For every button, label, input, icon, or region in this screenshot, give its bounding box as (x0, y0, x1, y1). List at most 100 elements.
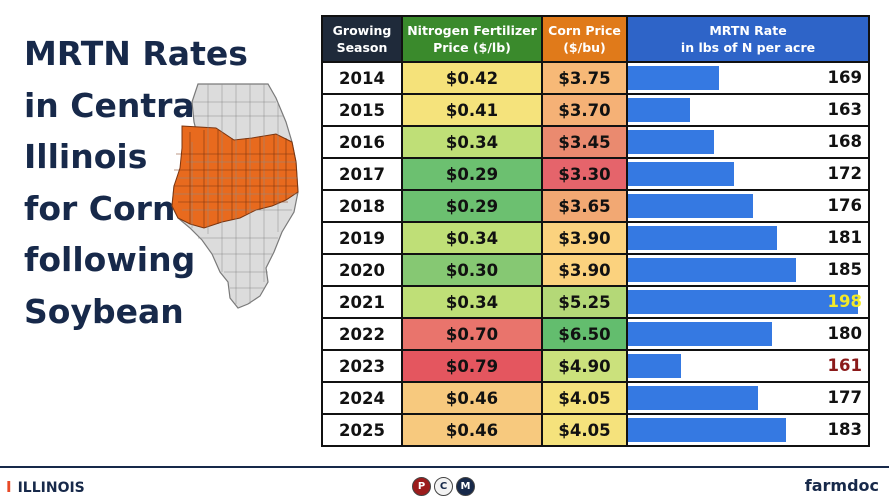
corn-price-cell: $4.05 (541, 413, 628, 447)
fertilizer-price-cell: $0.29 (401, 157, 543, 191)
table-row: 2025 $0.46 $4.05 183 (321, 413, 870, 447)
season-cell: 2020 (321, 253, 403, 287)
mrtn-rate-bar (628, 130, 715, 154)
header-rate-line-1: MRTN Rate (709, 23, 787, 38)
season-cell: 2022 (321, 317, 403, 351)
mrtn-rate-value: 172 (827, 164, 862, 183)
table-row: 2018 $0.29 $3.65 176 (321, 189, 870, 223)
mrtn-rate-value: 185 (827, 260, 862, 279)
corn-price-cell: $4.05 (541, 381, 628, 415)
fertilizer-price-cell: $0.41 (401, 93, 543, 127)
mrtn-rate-bar (628, 66, 720, 90)
title-line-5: following (24, 240, 196, 279)
header-corn-price: Corn Price ($/bu) (541, 15, 628, 63)
table-row: 2024 $0.46 $4.05 177 (321, 381, 870, 415)
pcm-m-badge: M (456, 477, 475, 496)
fertilizer-price-cell: $0.34 (401, 221, 543, 255)
pcm-c-badge: C (434, 477, 453, 496)
season-cell: 2015 (321, 93, 403, 127)
fertilizer-price-cell: $0.70 (401, 317, 543, 351)
mrtn-rate-value: 183 (827, 420, 862, 439)
illinois-logo: I ILLINOIS (6, 478, 85, 496)
corn-price-cell: $3.45 (541, 125, 628, 159)
corn-price-cell: $3.65 (541, 189, 628, 223)
header-corn-line-1: Corn Price (548, 23, 621, 38)
season-cell: 2017 (321, 157, 403, 191)
header-season-line-2: Season (336, 40, 388, 55)
mrtn-rate-cell: 181 (626, 221, 870, 255)
mrtn-rate-bar (628, 194, 753, 218)
mrtn-rate-cell: 169 (626, 61, 870, 95)
corn-price-cell: $3.70 (541, 93, 628, 127)
season-cell: 2018 (321, 189, 403, 223)
mrtn-rate-cell: 168 (626, 125, 870, 159)
mrtn-rate-cell: 172 (626, 157, 870, 191)
header-fertilizer-price: Nitrogen Fertilizer Price ($/lb) (401, 15, 543, 63)
mrtn-rate-bar (628, 258, 796, 282)
page-title: MRTN Rates in Central Illinois for Corn … (24, 28, 248, 337)
mrtn-rate-bar (628, 162, 734, 186)
table-row: 2023 $0.79 $4.90 161 (321, 349, 870, 383)
season-cell: 2023 (321, 349, 403, 383)
fertilizer-price-cell: $0.46 (401, 381, 543, 415)
title-line-2: in Central (24, 85, 207, 125)
illinois-map (171, 83, 299, 309)
mrtn-rate-bar (628, 418, 787, 442)
corn-price-cell: $6.50 (541, 317, 628, 351)
block-i-icon: I (6, 478, 12, 496)
corn-price-cell: $5.25 (541, 285, 628, 319)
mrtn-rate-bar (628, 322, 772, 346)
mrtn-rate-cell: 161 (626, 349, 870, 383)
season-cell: 2014 (321, 61, 403, 95)
header-season-line-1: Growing (332, 23, 392, 38)
corn-price-cell: $4.90 (541, 349, 628, 383)
header-fertilizer-line-2: Price ($/lb) (433, 40, 511, 55)
header-rate-line-2: in lbs of N per acre (680, 40, 816, 55)
season-cell: 2019 (321, 221, 403, 255)
mrtn-rate-bar (628, 386, 758, 410)
mrtn-rate-value: 169 (827, 68, 862, 87)
title-line-1: MRTN Rates (24, 34, 248, 73)
footer-divider (0, 466, 889, 468)
table-row: 2016 $0.34 $3.45 168 (321, 125, 870, 159)
fertilizer-price-cell: $0.34 (401, 285, 543, 319)
title-line-3: Illinois (24, 137, 148, 176)
mrtn-rate-cell: 163 (626, 93, 870, 127)
header-mrtn-rate: MRTN Rate in lbs of N per acre (626, 15, 870, 63)
mrtn-rate-value: 198 (827, 292, 862, 311)
mrtn-rate-bar (628, 354, 681, 378)
season-cell: 2025 (321, 413, 403, 447)
mrtn-rate-value: 181 (827, 228, 862, 247)
mrtn-rate-value: 163 (827, 100, 862, 119)
table-body: 2014 $0.42 $3.75 169 2015 $0.41 $3.70 163 2016 $0… (321, 61, 870, 447)
header-season: Growing Season (321, 15, 403, 63)
header-fertilizer-line-1: Nitrogen Fertilizer (407, 23, 537, 38)
table-row: 2015 $0.41 $3.70 163 (321, 93, 870, 127)
table-row: 2019 $0.34 $3.90 181 (321, 221, 870, 255)
corn-price-cell: $3.90 (541, 253, 628, 287)
fertilizer-price-cell: $0.42 (401, 61, 543, 95)
mrtn-rate-cell: 198 (626, 285, 870, 319)
corn-price-cell: $3.90 (541, 221, 628, 255)
fertilizer-price-cell: $0.29 (401, 189, 543, 223)
table-row: 2014 $0.42 $3.75 169 (321, 61, 870, 95)
pcm-logo: P C M (412, 477, 475, 496)
season-cell: 2016 (321, 125, 403, 159)
mrtn-rate-bar (628, 226, 777, 250)
fertilizer-price-cell: $0.34 (401, 125, 543, 159)
corn-price-cell: $3.30 (541, 157, 628, 191)
fertilizer-price-cell: $0.30 (401, 253, 543, 287)
title-line-4: for Corn (24, 188, 176, 228)
region-county-lines (174, 130, 298, 228)
mrtn-rate-bar (628, 98, 691, 122)
header-corn-line-2: ($/bu) (563, 40, 606, 55)
mrtn-rate-value: 168 (827, 132, 862, 151)
season-cell: 2024 (321, 381, 403, 415)
title-line-6: Soybean (24, 291, 184, 331)
mrtn-rate-cell: 183 (626, 413, 870, 447)
mrtn-rate-bar (628, 290, 859, 314)
fertilizer-price-cell: $0.46 (401, 413, 543, 447)
county-grid (174, 84, 298, 304)
table-row: 2021 $0.34 $5.25 198 (321, 285, 870, 319)
farmdoc-logo: farmdoc (804, 476, 879, 495)
